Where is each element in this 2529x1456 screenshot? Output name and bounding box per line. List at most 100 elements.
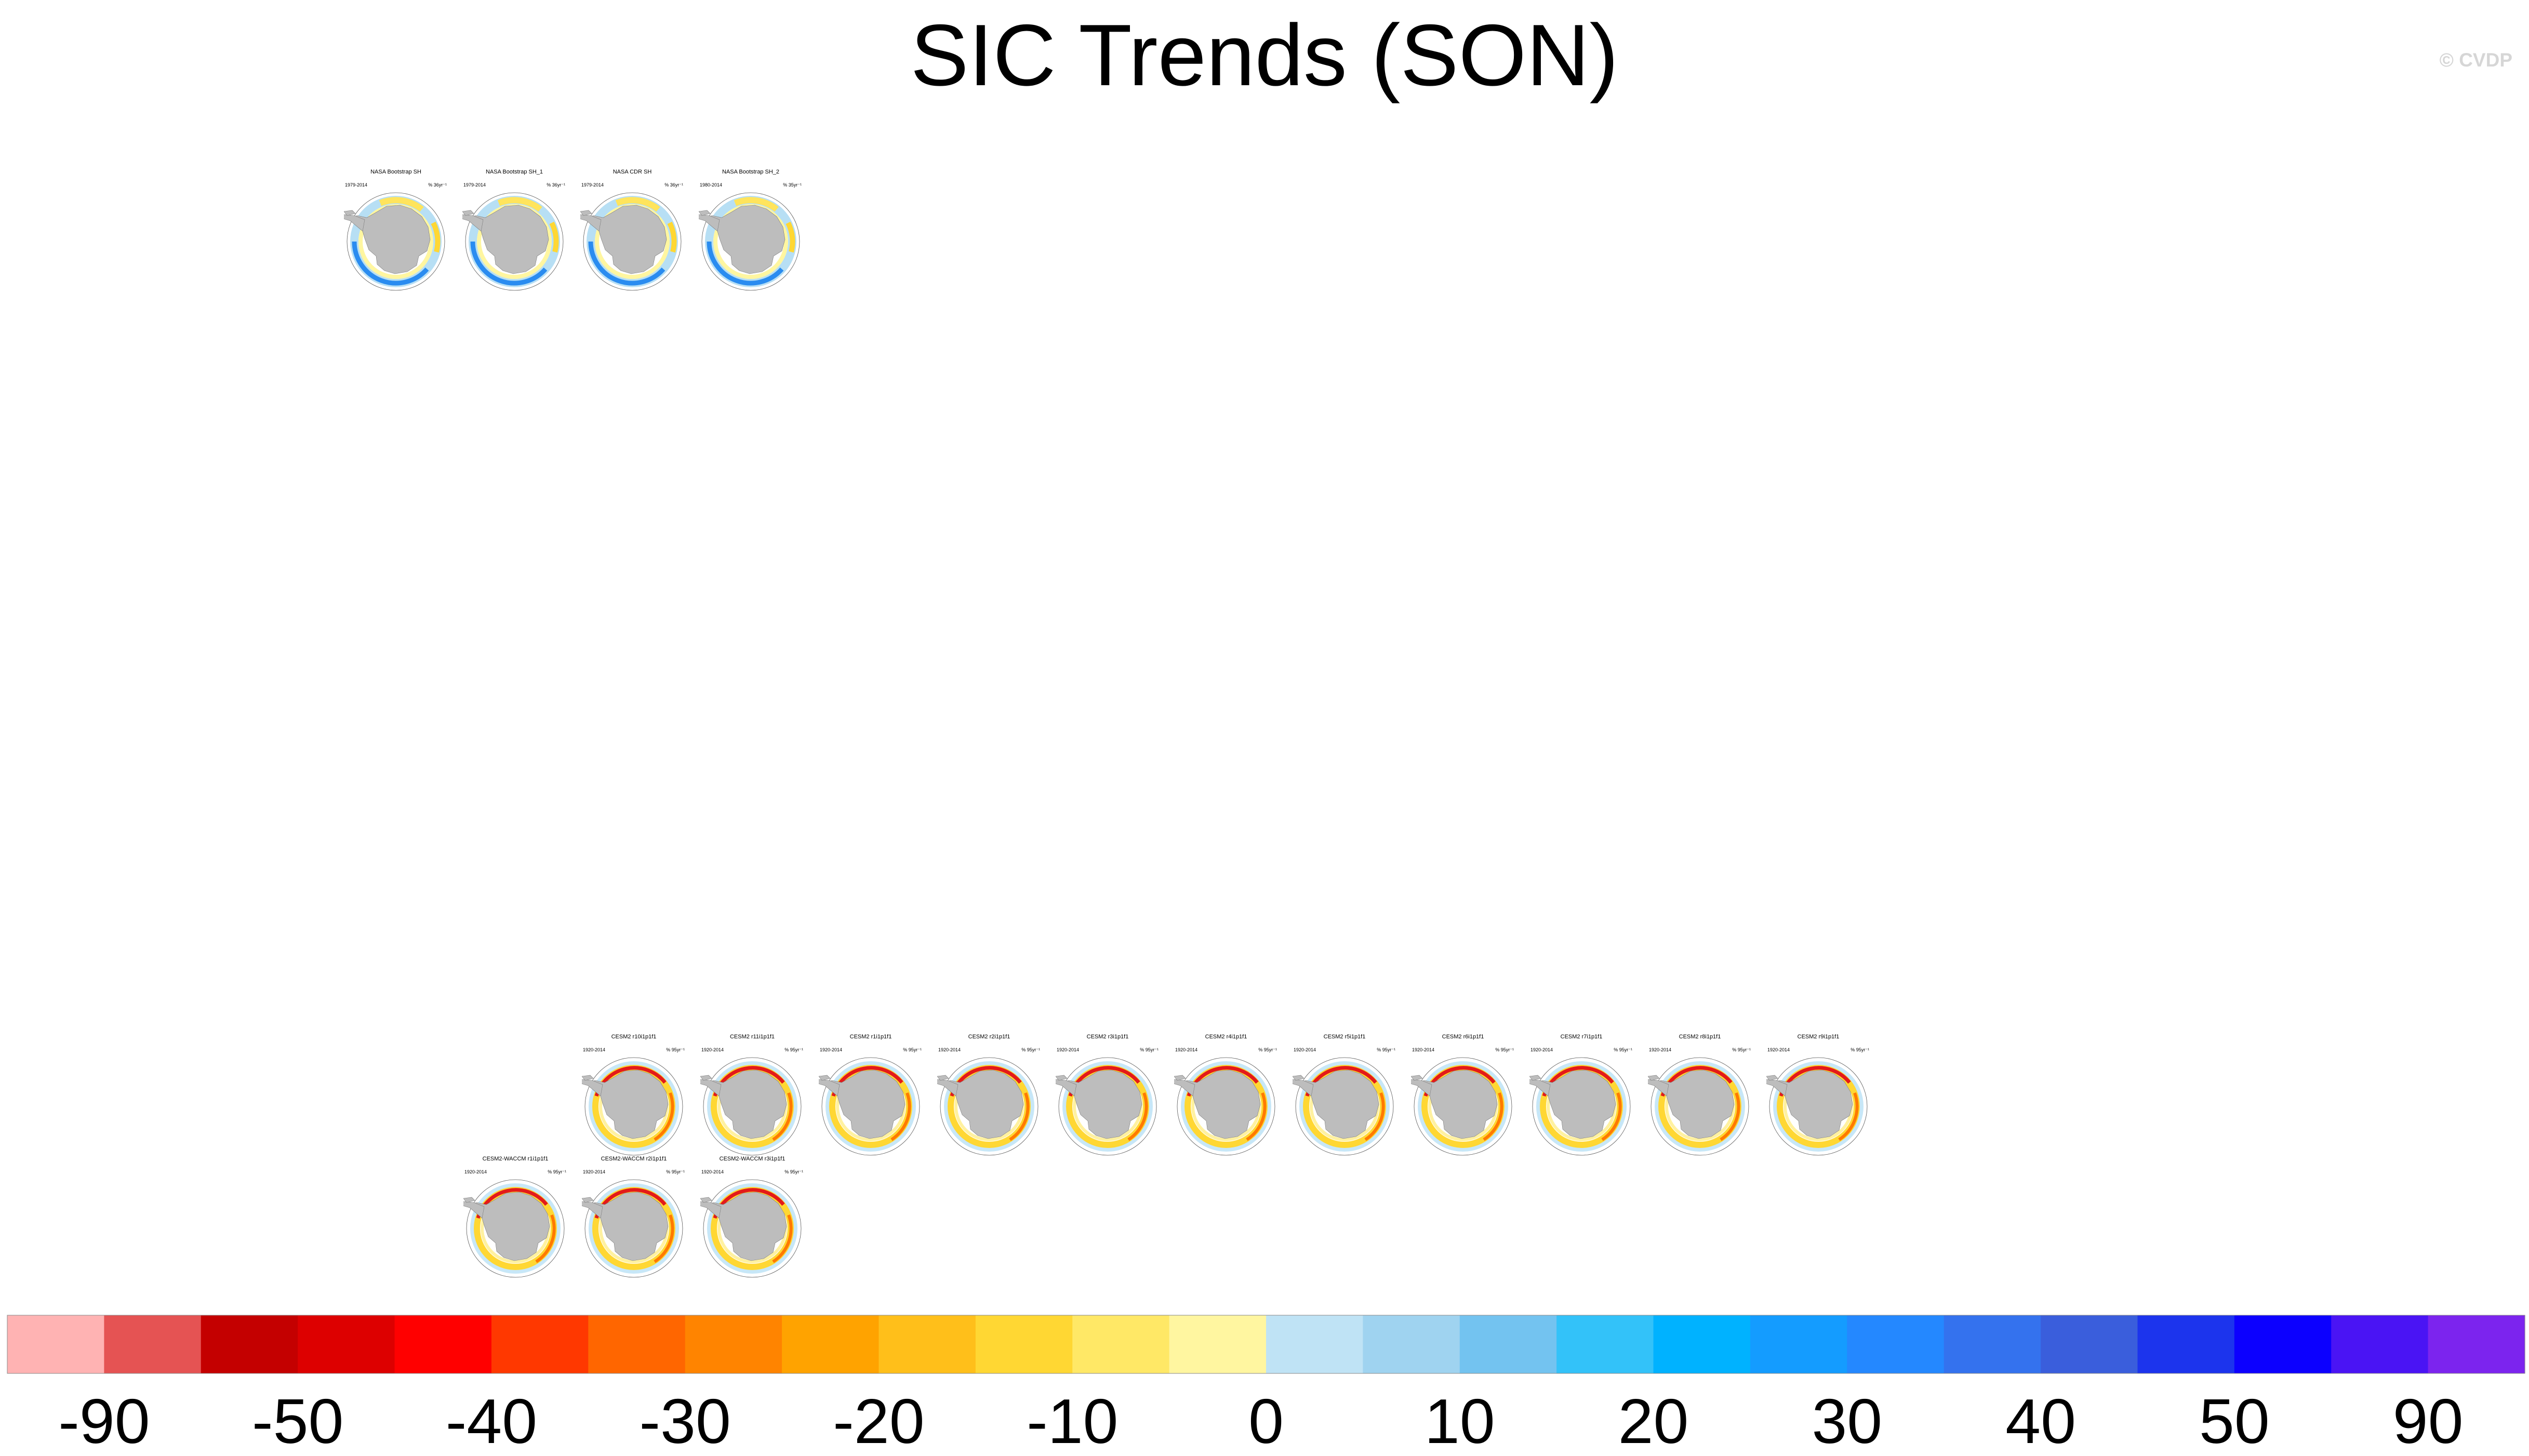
map-panel: NASA Bootstrap SH_2 1980-2014 % 35yr⁻¹ (694, 169, 808, 291)
map-panel: CESM2-WACCM r1i1p1f1 1920-2014 % 95yr⁻¹ (458, 1156, 573, 1278)
trend-ring-outer (1418, 1061, 1508, 1152)
colorbar-swatch (7, 1315, 104, 1373)
colorbar-tick-label: -90 (58, 1386, 150, 1456)
polar-map (1648, 1057, 1749, 1156)
colorbar-swatch (2137, 1315, 2235, 1373)
south-america-tip (1056, 1075, 1068, 1081)
trend-arc-decrease (734, 197, 779, 212)
trend-ring-outer (1299, 1061, 1390, 1152)
south-america-tip (700, 1197, 712, 1203)
panel-title: CESM2 r11i1p1f1 (729, 1034, 775, 1040)
colorbar-swatch (2428, 1315, 2525, 1373)
south-america-tip (819, 1075, 831, 1081)
map-panel: NASA Bootstrap SH_1 1979-2014 % 36yr⁻¹ (457, 169, 571, 291)
polar-map (1411, 1057, 1512, 1156)
south-america-tip (344, 210, 356, 216)
colorbar-swatch (104, 1315, 202, 1373)
panel-units: % 36yr⁻¹ (428, 182, 447, 188)
map-panel: CESM2-WACCM r3i1p1f1 1920-2014 % 95yr⁻¹ (695, 1156, 809, 1278)
trend-arc-increase (707, 241, 784, 286)
panel-years: 1980-2014 (700, 182, 723, 188)
panel-units: % 95yr⁻¹ (1614, 1047, 1632, 1052)
panel-title: NASA Bootstrap SH_1 (485, 169, 543, 175)
trend-arc-decrease (772, 1214, 793, 1263)
panel-years: 1920-2014 (583, 1047, 606, 1052)
south-america-tip (582, 1075, 594, 1081)
trend-ring-outer (589, 1061, 679, 1152)
colorbar-swatch (1750, 1315, 1847, 1373)
trend-ring-outer (1181, 1061, 1271, 1152)
colorbar-swatch (1363, 1315, 1460, 1373)
colorbar-swatch (879, 1315, 976, 1373)
panel-units: % 95yr⁻¹ (903, 1047, 922, 1052)
trend-ring-outer (707, 1183, 797, 1274)
panel-title: CESM2 r9i1p1f1 (1797, 1034, 1840, 1040)
colorbar-tick-label: 50 (2199, 1386, 2270, 1456)
colorbar-tick-label: 30 (1812, 1386, 1882, 1456)
panel-title: CESM2 r7i1p1f1 (1560, 1034, 1603, 1040)
map-panel: CESM2 r5i1p1f1 1920-2014 % 95yr⁻¹ (1287, 1034, 1402, 1156)
antarctic-peninsula (580, 214, 602, 232)
chart-title: SIC Trends (SON) (910, 6, 1619, 104)
polar-map (1529, 1057, 1631, 1156)
trend-arc-decrease (497, 197, 542, 212)
colorbar-swatch (298, 1315, 395, 1373)
map-panel: CESM2 r8i1p1f1 1920-2014 % 95yr⁻¹ (1643, 1034, 1757, 1156)
south-america-tip (462, 210, 474, 216)
colorbar-swatch (491, 1315, 589, 1373)
colorbar-swatch (201, 1315, 298, 1373)
polar-map (699, 192, 800, 291)
polar-map (1174, 1057, 1275, 1156)
south-america-tip (1293, 1075, 1305, 1081)
polar-map (819, 1057, 920, 1156)
antarctic-peninsula (582, 1079, 603, 1097)
trend-arc-decrease (1009, 1092, 1030, 1141)
panel-units: % 95yr⁻¹ (784, 1047, 803, 1052)
panel-years: 1920-2014 (1412, 1047, 1435, 1052)
map-panel: CESM2 r11i1p1f1 1920-2014 % 95yr⁻¹ (695, 1034, 809, 1156)
south-america-tip (1766, 1075, 1778, 1081)
trend-arc-decrease (654, 1092, 674, 1141)
south-america-tip (1174, 1075, 1186, 1081)
colorbar-swatch (2331, 1315, 2429, 1373)
colorbar-swatch (2234, 1315, 2332, 1373)
colorbar-tick-label: -50 (252, 1386, 343, 1456)
colorbar-swatch (2041, 1315, 2138, 1373)
antarctic-peninsula (463, 1201, 485, 1219)
panel-years: 1979-2014 (345, 182, 368, 188)
trend-arc-increase (470, 241, 548, 286)
colorbar-swatch (1653, 1315, 1751, 1373)
trend-arc-decrease (890, 1092, 911, 1141)
south-america-tip (937, 1075, 949, 1081)
antarctic-peninsula (462, 214, 484, 232)
panel-units: % 95yr⁻¹ (1851, 1047, 1869, 1052)
panel-units: % 95yr⁻¹ (666, 1169, 685, 1174)
trend-arc-decrease (431, 221, 441, 253)
map-panel: CESM2 r10i1p1f1 1920-2014 % 95yr⁻¹ (577, 1034, 691, 1156)
colorbar-swatch (394, 1315, 492, 1373)
colorbar-swatch (1266, 1315, 1363, 1373)
colorbar-swatch (1944, 1315, 2041, 1373)
map-panel: NASA Bootstrap SH 1979-2014 % 36yr⁻¹ (339, 169, 453, 291)
panel-units: % 95yr⁻¹ (1732, 1047, 1751, 1052)
colorbar-swatch (588, 1315, 686, 1373)
south-america-tip (463, 1197, 475, 1203)
panel-units: % 95yr⁻¹ (666, 1047, 685, 1052)
panel-title: NASA CDR SH (613, 169, 652, 175)
antarctic-peninsula (1293, 1079, 1314, 1097)
panel-title: CESM2 r6i1p1f1 (1442, 1034, 1484, 1040)
panel-years: 1920-2014 (1175, 1047, 1198, 1052)
trend-arc-decrease (1364, 1092, 1385, 1141)
colorbar-swatch (1169, 1315, 1267, 1373)
panel-title: CESM2-WACCM r2i1p1f1 (601, 1156, 667, 1162)
antarctic-peninsula (700, 1079, 722, 1097)
south-america-tip (1411, 1075, 1423, 1081)
trend-arc-increase (352, 241, 429, 286)
panel-title: CESM2 r2i1p1f1 (968, 1034, 1010, 1040)
cvdp-watermark: © CVDP (2439, 49, 2512, 71)
panel-title: NASA Bootstrap SH_2 (722, 169, 780, 175)
panel-units: % 95yr⁻¹ (784, 1169, 803, 1174)
map-panel: CESM2 r3i1p1f1 1920-2014 % 95yr⁻¹ (1050, 1034, 1165, 1156)
antarctic-peninsula (1766, 1079, 1788, 1097)
